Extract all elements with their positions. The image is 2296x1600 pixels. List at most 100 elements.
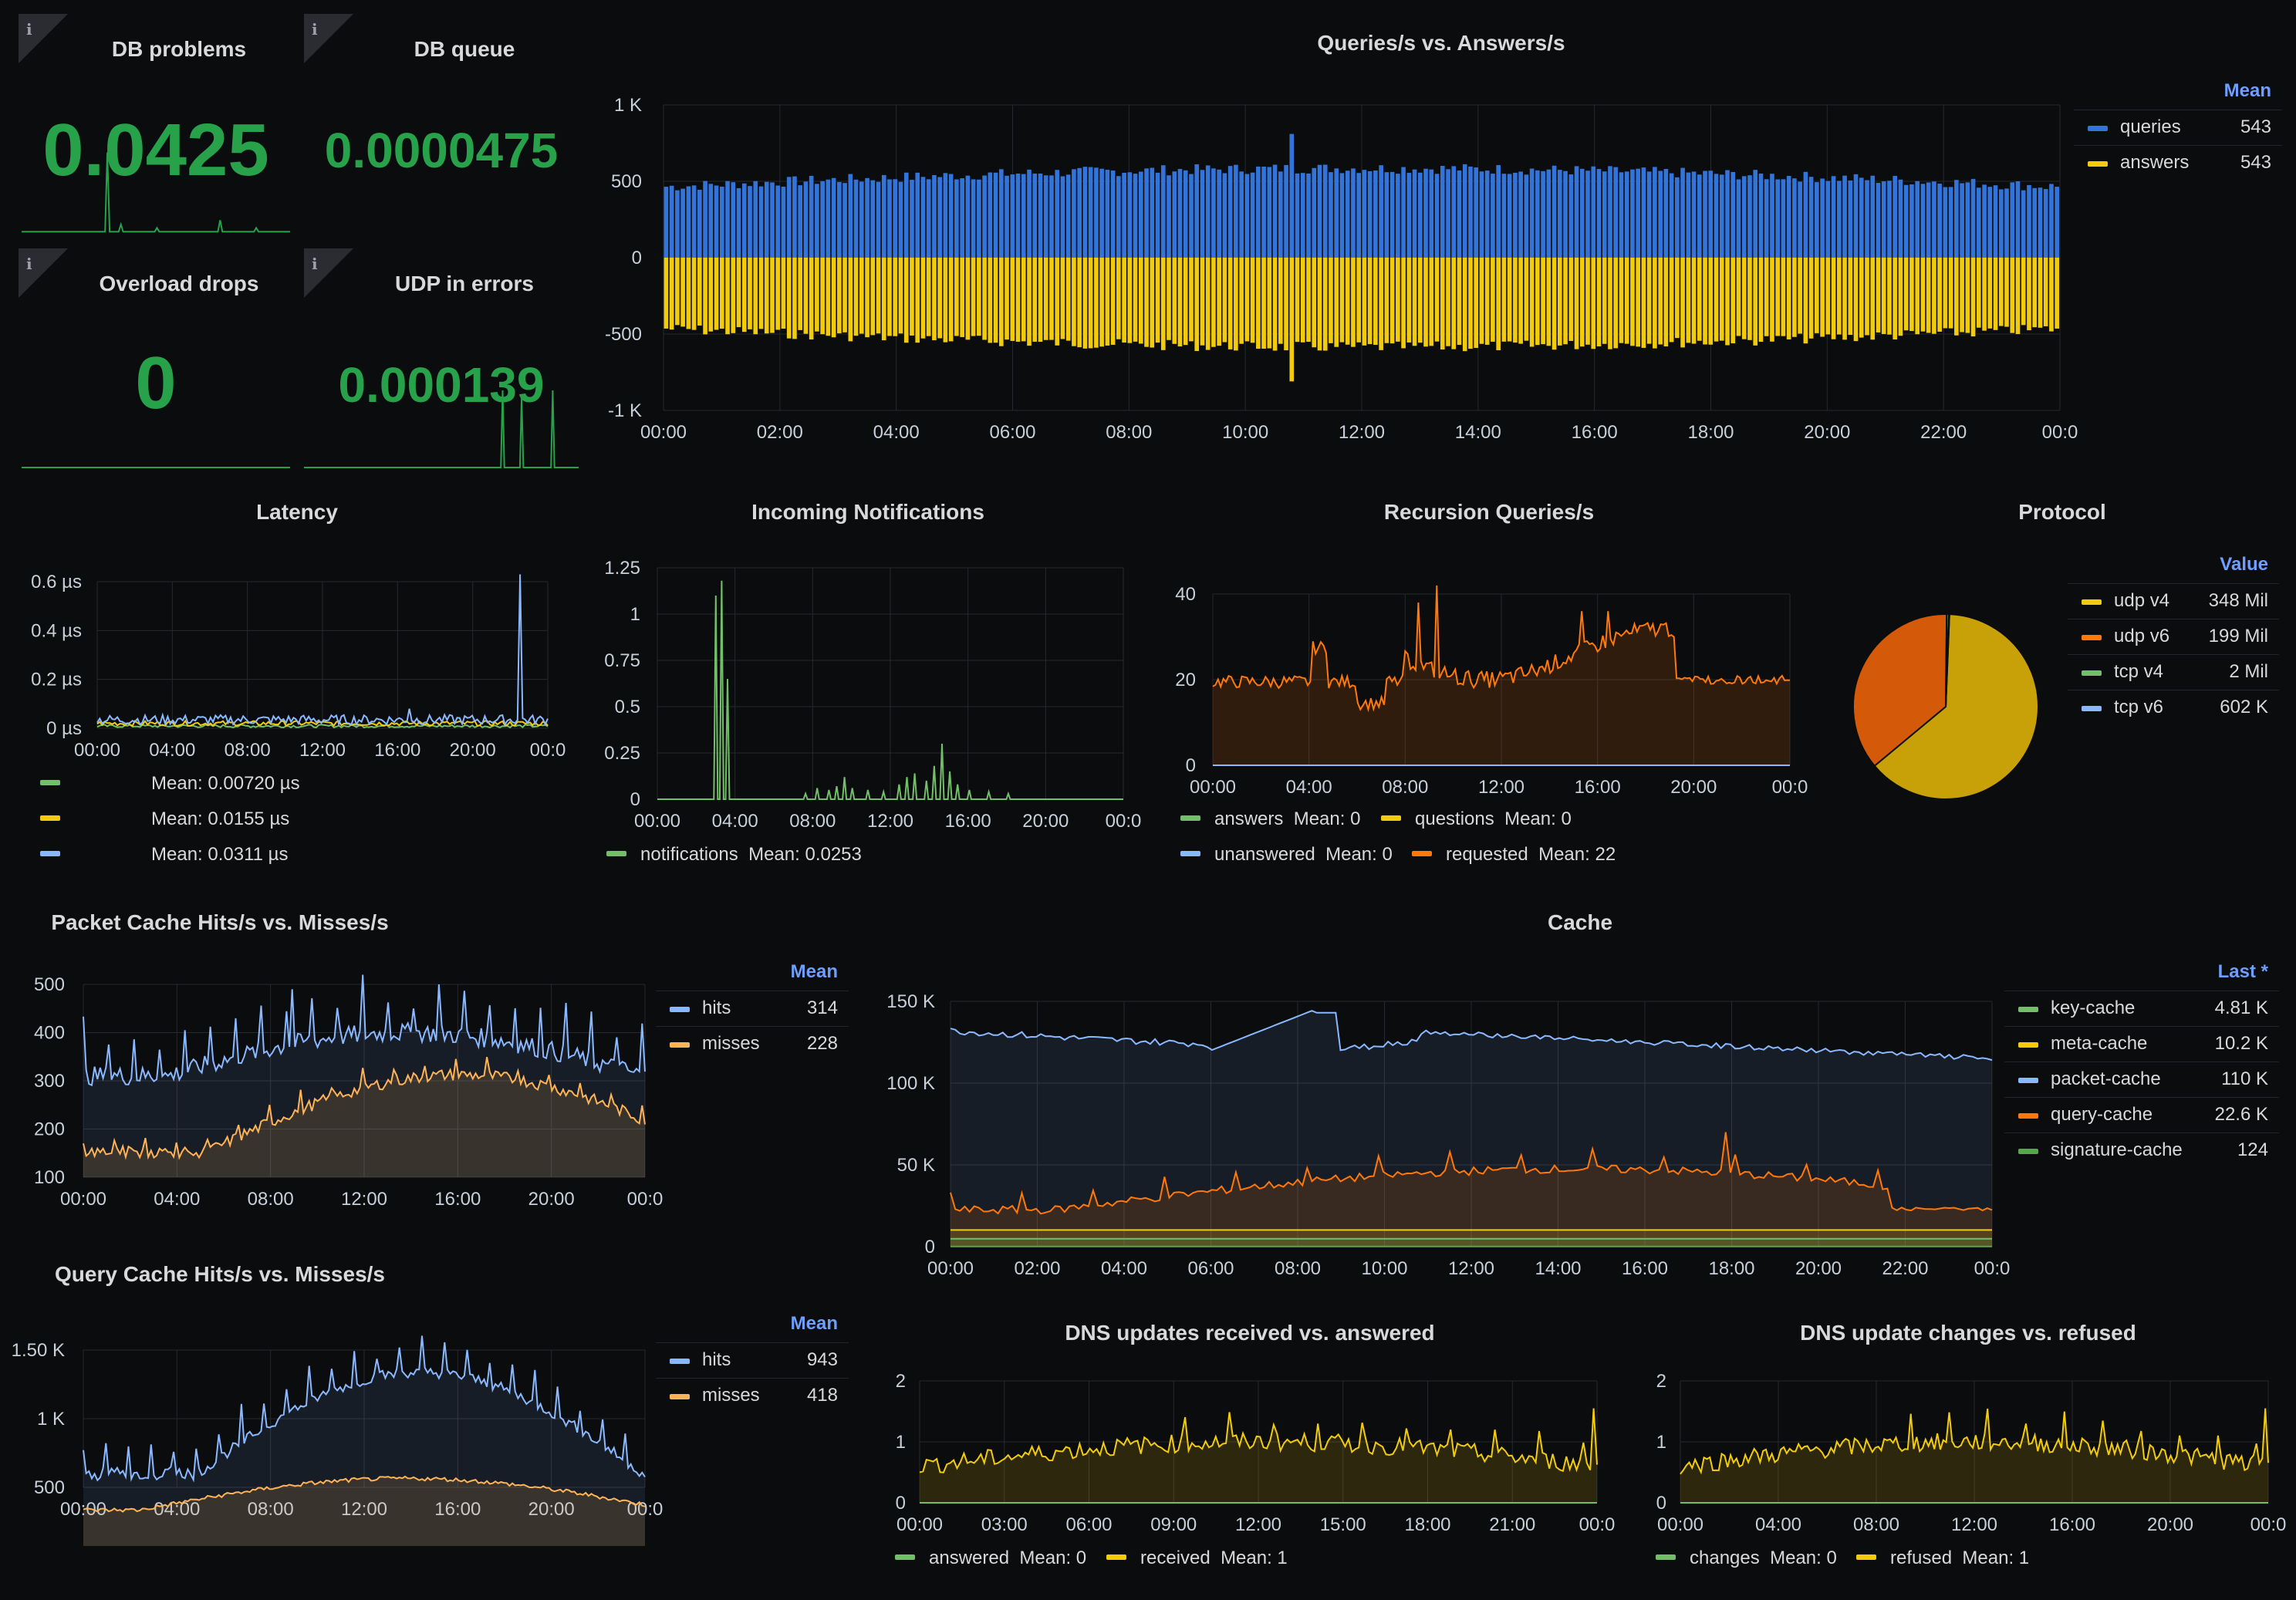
- legend-item[interactable]: key-cache 4.81 K: [2004, 991, 2279, 1026]
- legend-item[interactable]: signature-cache 124: [2004, 1132, 2279, 1168]
- hits-line: [83, 974, 646, 1087]
- panel-dns-updates[interactable]: DNS updates received vs. answered 2 1 0 00:…: [880, 1304, 1620, 1600]
- legend-value: 110 K: [2221, 1068, 2268, 1089]
- answers-bar: [1060, 258, 1065, 339]
- x-tick-label: 20:00: [1670, 777, 1717, 798]
- answers-bar: [1675, 258, 1680, 339]
- queries-bar: [1920, 184, 1926, 258]
- queries-bar: [753, 181, 758, 258]
- stat-panel-db-problems[interactable]: i DB problems 0.0425: [19, 14, 293, 239]
- panel-latency[interactable]: Latency 0.6 µs 0.4 µs 0.2 µs 0 µs 00:00 04:00…: [0, 483, 566, 869]
- legend-item[interactable]: answered Mean: 0: [895, 1548, 1086, 1569]
- answers-bar: [1072, 258, 1076, 346]
- legend-item[interactable]: Mean: 0.0311 µs: [40, 844, 289, 866]
- info-icon[interactable]: i: [312, 20, 318, 39]
- stat-panel-overload-drops[interactable]: i Overload drops 0: [19, 248, 293, 474]
- answers-bar: [1484, 258, 1490, 345]
- answers-bar: [1177, 258, 1183, 347]
- queries-bar: [1021, 174, 1026, 258]
- legend-item[interactable]: questions Mean: 0: [1381, 808, 1572, 830]
- legend-item[interactable]: udp v6 199 Mil: [2068, 619, 2279, 654]
- answers-bar: [837, 258, 842, 334]
- queries-bar: [1714, 174, 1719, 258]
- y-tick-label: 0.2 µs: [31, 670, 82, 690]
- legend-item[interactable]: Mean: 0.0155 µs: [40, 808, 289, 830]
- info-icon[interactable]: i: [312, 255, 318, 273]
- legend-header[interactable]: Value: [2220, 554, 2268, 575]
- info-icon[interactable]: i: [26, 255, 32, 273]
- queries-bar: [1429, 169, 1434, 258]
- answers-bar: [1719, 258, 1724, 341]
- legend-item[interactable]: answers Mean: 0: [1180, 808, 1360, 830]
- stat-value: 0: [135, 342, 177, 424]
- legend-item[interactable]: unanswered Mean: 0: [1180, 844, 1393, 866]
- panel-recursion-queries[interactable]: Recursion Queries/s 40 20 0 00:00 04:00 08:00…: [1157, 483, 1821, 869]
- queries-bar: [926, 179, 931, 258]
- info-icon[interactable]: i: [26, 20, 32, 39]
- panel-query-cache[interactable]: Query Cache Hits/s vs. Misses/s 1.50 K 1 …: [0, 1245, 864, 1600]
- panel-protocol[interactable]: Protocol Value udp v4 348 Mil udp v6 199 M…: [1828, 483, 2296, 869]
- panel-dns-changes[interactable]: DNS update changes vs. refused 2 1 0 00:00 0…: [1640, 1304, 2296, 1600]
- legend-item[interactable]: changes Mean: 0: [1656, 1548, 1837, 1569]
- legend-item[interactable]: notifications Mean: 0.0253: [606, 844, 862, 866]
- queries-bar: [1072, 169, 1076, 258]
- answers-bar: [876, 258, 881, 334]
- legend-item[interactable]: received Mean: 1: [1106, 1548, 1288, 1569]
- legend-item[interactable]: tcp v6 602 K: [2068, 690, 2279, 725]
- answers-bar: [720, 258, 724, 329]
- legend-item[interactable]: udp v4 348 Mil: [2068, 583, 2279, 619]
- x-tick-label: 16:00: [434, 1499, 481, 1520]
- stat-panel-udp-in-errors[interactable]: i 0.000139 UDP in errors: [304, 248, 579, 474]
- legend-header[interactable]: Mean: [2223, 80, 2271, 101]
- stat-panel-db-queue[interactable]: i DB queue 0.0000475: [304, 14, 579, 239]
- legend-item[interactable]: packet-cache 110 K: [2004, 1062, 2279, 1097]
- panel-incoming-notifications[interactable]: Incoming Notifications 1.25 1 0.75 0.5 0.25 0…: [586, 483, 1150, 869]
- panel-title: Queries/s vs. Answers/s: [1317, 31, 1565, 55]
- queries-bar: [1551, 165, 1557, 258]
- panel-packet-cache[interactable]: Packet Cache Hits/s vs. Misses/s 500 400 3…: [0, 893, 864, 1233]
- legend-item[interactable]: queries 543: [2074, 110, 2282, 145]
- panel-info-corner[interactable]: [19, 248, 68, 298]
- panel-cache[interactable]: Cache 150 K 100 K 50 K 0 00:00 02:00 04:00 06:0…: [864, 893, 2296, 1295]
- legend-item[interactable]: answers 543: [2074, 145, 2282, 181]
- answers-bar: [1630, 258, 1635, 346]
- y-tick-label: 1: [896, 1432, 906, 1453]
- panel-info-corner[interactable]: [304, 248, 353, 298]
- queries-bar: [1082, 167, 1088, 258]
- legend-item[interactable]: misses 228: [656, 1026, 849, 1062]
- answers-bar: [1926, 258, 1931, 333]
- stat-title: DB problems: [111, 37, 247, 61]
- panel-info-corner[interactable]: [19, 14, 68, 63]
- x-tick-label: 12:00: [1951, 1514, 1997, 1535]
- queries-bar: [1451, 166, 1457, 258]
- queries-bar: [1937, 184, 1942, 258]
- legend-item[interactable]: requested Mean: 22: [1412, 844, 1616, 866]
- answers-bar: [1669, 258, 1674, 343]
- legend-item[interactable]: tcp v4 2 Mil: [2068, 654, 2279, 690]
- legend-header[interactable]: Last *: [2217, 961, 2268, 982]
- queries-bar: [691, 185, 697, 258]
- legend-value: 602 K: [2220, 697, 2268, 717]
- legend-item[interactable]: Mean: 0.00720 µs: [40, 773, 300, 795]
- legend-item[interactable]: hits 314: [656, 991, 849, 1026]
- answers-bar: [1842, 258, 1847, 340]
- legend-item[interactable]: meta-cache 10.2 K: [2004, 1026, 2279, 1062]
- answers-bar: [1853, 258, 1859, 342]
- legend-item[interactable]: misses 418: [656, 1378, 849, 1413]
- legend-header[interactable]: Mean: [790, 1313, 838, 1334]
- x-tick-label: 16:00: [434, 1189, 481, 1210]
- legend-item[interactable]: refused Mean: 1: [1856, 1548, 2029, 1569]
- legend-item[interactable]: hits 943: [656, 1342, 849, 1378]
- answers-bar: [1758, 258, 1764, 343]
- y-tick-label: 20: [1175, 670, 1196, 690]
- legend-name: query-cache: [2051, 1104, 2153, 1125]
- answers-bar: [758, 258, 764, 329]
- legend-header[interactable]: Mean: [790, 961, 838, 982]
- panel-info-corner[interactable]: [304, 14, 353, 63]
- legend-value: 943: [806, 1349, 838, 1370]
- legend-item[interactable]: query-cache 22.6 K: [2004, 1097, 2279, 1132]
- queries-bar: [1848, 180, 1853, 258]
- queries-bar: [1753, 170, 1758, 258]
- misses-line: [83, 1057, 646, 1160]
